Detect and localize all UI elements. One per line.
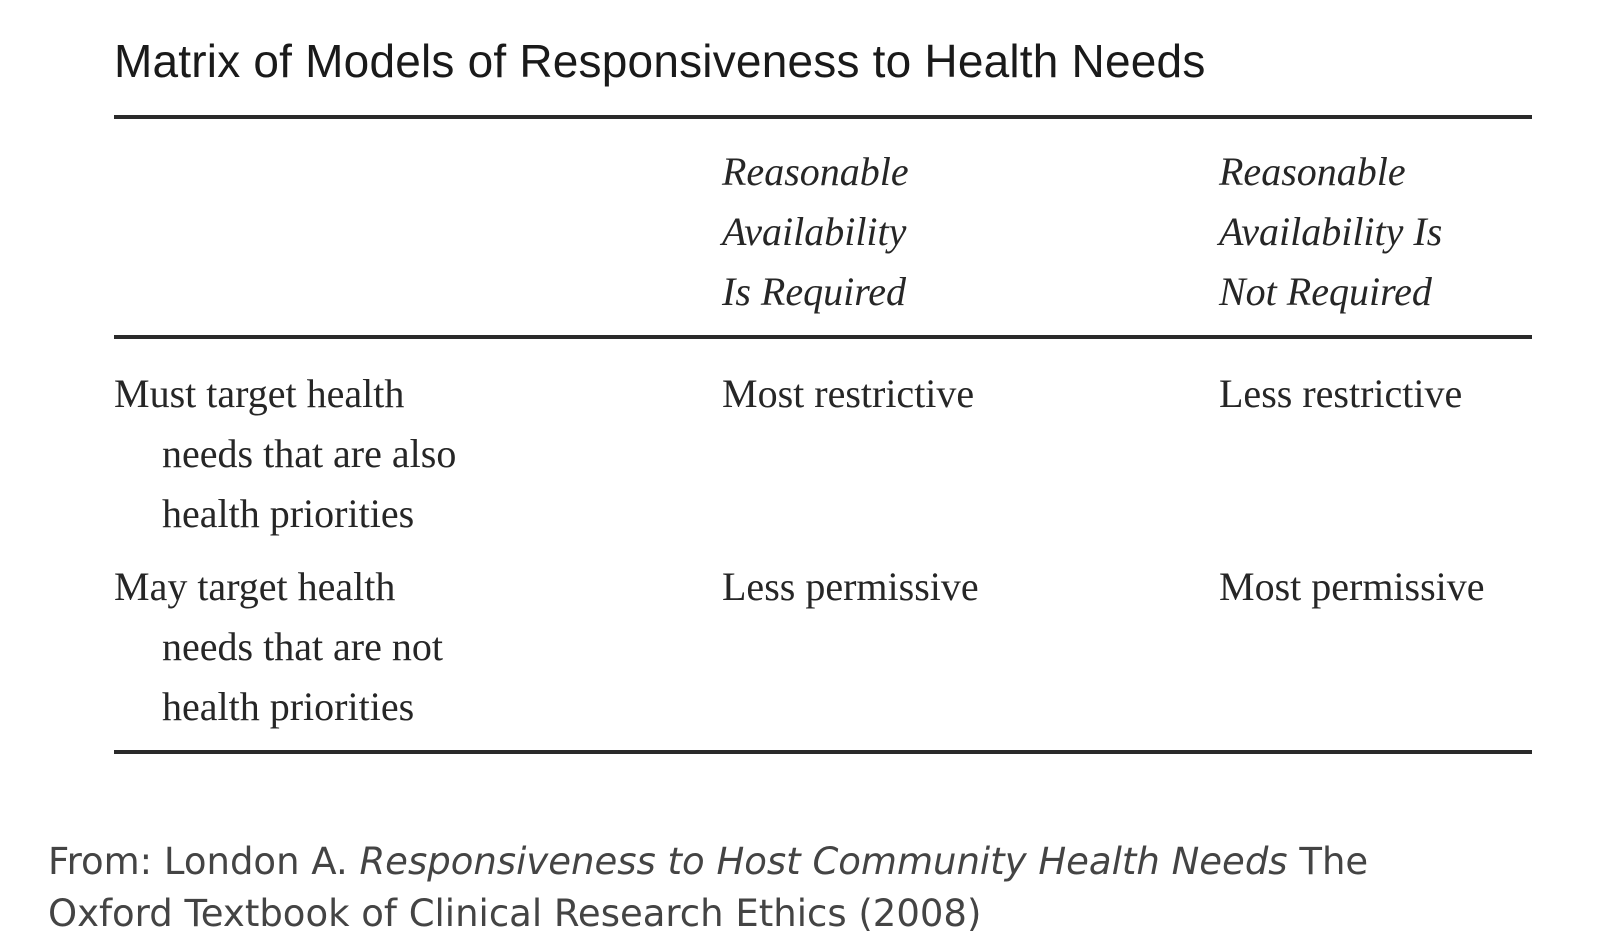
row-header-must-target: Must target health needs that are also h… [114,364,456,544]
header-rule [114,335,1532,339]
column-header-availability-not-required: Reasonable Availability Is Not Required [1219,142,1442,322]
source-citation: From: London A. Responsiveness to Host C… [48,836,1368,940]
column-header-line: Is Required [722,269,907,314]
row-header-may-target: May target health needs that are not hea… [114,557,443,737]
column-header-availability-required: Reasonable Availability Is Required [722,142,909,322]
citation-prefix: From: London A. [48,840,360,883]
row-header-line: health priorities [162,684,415,729]
row-header-line: health priorities [162,491,415,536]
table-cell: Most restrictive [722,371,975,416]
column-header-line: Availability Is [1219,209,1443,254]
column-header-line: Reasonable [722,149,909,194]
table-title: Matrix of Models of Responsiveness to He… [114,35,1206,87]
row-header-line: needs that are also [162,431,457,476]
row-header-line: needs that are not [162,624,443,669]
citation-line-2: Oxford Textbook of Clinical Research Eth… [48,892,982,935]
table-cell: Less permissive [722,564,979,609]
column-header-line: Reasonable [1219,149,1406,194]
citation-work-title: Responsiveness to Host Community Health … [359,840,1288,883]
table-cell: Less restrictive [1219,371,1463,416]
citation-suffix: The [1287,840,1369,883]
row-header-line: May target health [114,564,396,609]
row-header-line: Must target health [114,371,405,416]
bottom-rule [114,750,1532,754]
top-rule [114,115,1532,119]
citation-line-1: From: London A. Responsiveness to Host C… [48,836,1368,888]
column-header-line: Not Required [1219,269,1432,314]
column-header-line: Availability [722,209,907,254]
table-cell: Most permissive [1219,564,1485,609]
